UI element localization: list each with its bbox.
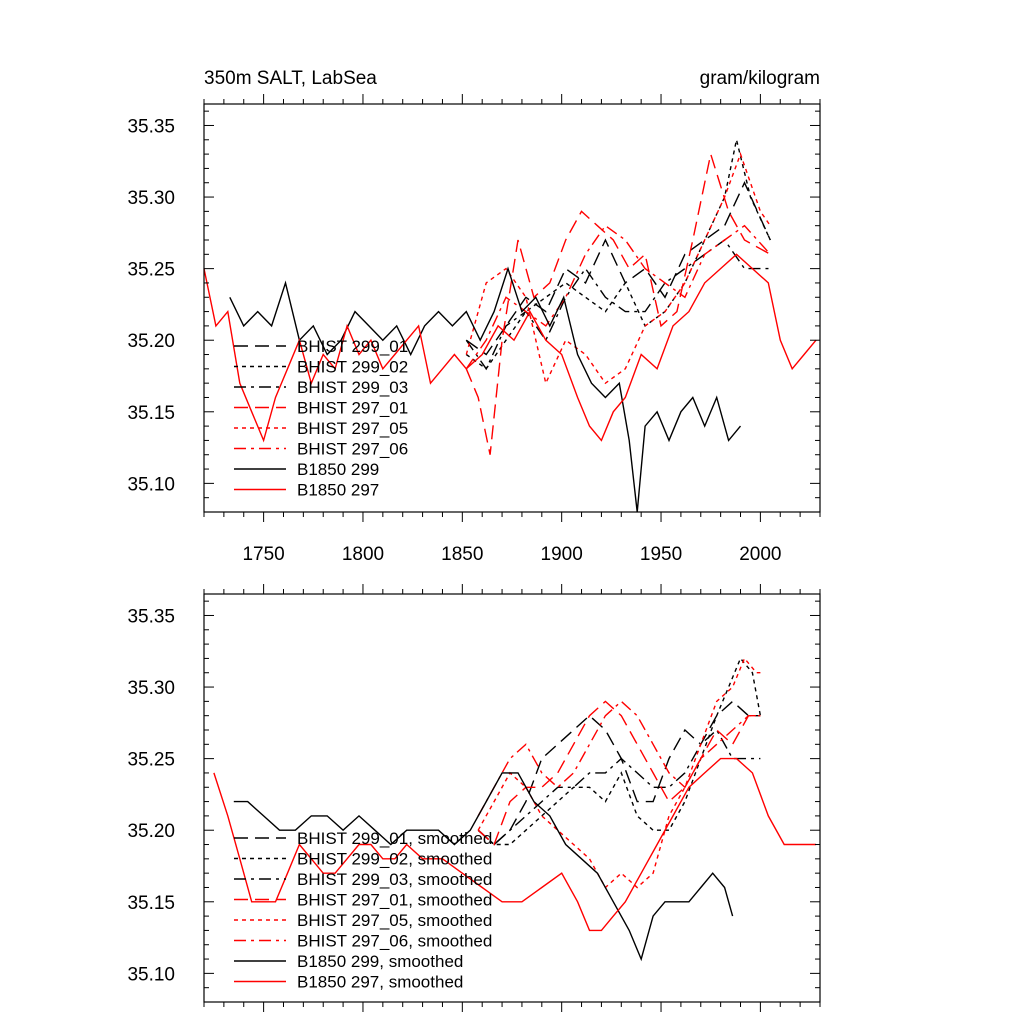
plot-title: 350m SALT, LabSea: [204, 68, 377, 89]
legend-entry-1: BHIST 299_02, smoothed: [297, 850, 492, 869]
y-tick-label: 35.10: [127, 474, 175, 495]
y-tick-label: 35.15: [127, 403, 175, 424]
legend-entry-2: BHIST 299_03: [297, 378, 408, 397]
top-salinity-plot: 350m SALT, LabSea gram/kilogram 35.35 35.…: [127, 68, 821, 565]
series-line-2: [465, 239, 771, 371]
y-tick-label: 35.20: [127, 821, 175, 842]
x-tick-label: 1850: [441, 544, 483, 565]
y-tick-label: 35.20: [127, 331, 175, 352]
y-tick-label: 35.10: [127, 964, 175, 985]
series-line-1: [465, 139, 771, 370]
series-line-5: [477, 700, 761, 817]
legend-entry-6: B1850 299, smoothed: [297, 952, 463, 971]
series-line-0: [477, 700, 761, 846]
y-tick-label: 35.35: [127, 606, 175, 627]
x-tick-label: 1900: [541, 544, 583, 565]
x-tick-label: 1800: [342, 544, 384, 565]
series-line-3: [477, 700, 761, 846]
legend-entry-2: BHIST 299_03, smoothed: [297, 870, 492, 889]
series-line-4: [465, 152, 771, 386]
legend-entry-4: BHIST 297_05, smoothed: [297, 911, 492, 930]
y-tick-label: 35.30: [127, 188, 175, 209]
series-line-5: [465, 224, 771, 370]
series-line-2: [477, 728, 761, 846]
y-tick-label: 35.25: [127, 260, 175, 281]
series-line-3: [465, 151, 771, 455]
y-tick-label: 35.35: [127, 116, 175, 137]
x-tick-label: 1950: [640, 544, 682, 565]
x-tick-label: 1750: [242, 544, 284, 565]
legend-entry-5: BHIST 297_06, smoothed: [297, 932, 492, 951]
series-line-6: [229, 266, 742, 513]
series-line-4: [477, 657, 761, 889]
legend-entry-1: BHIST 299_02: [297, 358, 408, 377]
series-line-7: [213, 757, 816, 932]
legend-entry-3: BHIST 297_01, smoothed: [297, 891, 492, 910]
series-line-1: [477, 657, 762, 846]
series-line-6: [233, 772, 734, 962]
plot-units: gram/kilogram: [700, 68, 820, 89]
plot-frame: [203, 103, 821, 513]
legend-entry-6: B1850 299: [297, 460, 379, 479]
legend-entry-4: BHIST 297_05: [297, 419, 408, 438]
y-tick-label: 35.15: [127, 893, 175, 914]
legend-entry-5: BHIST 297_06: [297, 440, 408, 459]
bottom-smoothed-salinity-plot: 35.35 35.30 35.25 35.20 35.15 35.10 BHIST 299_…: [127, 584, 821, 1012]
plot-frame: [203, 593, 821, 1003]
legend-entry-7: B1850 297: [297, 481, 379, 500]
x-tick-label: 2000: [739, 544, 781, 565]
legend-entry-0: BHIST 299_01: [297, 337, 408, 356]
series-line-0: [465, 181, 771, 356]
legend: BHIST 299_01, smoothed BHIST 299_02, smoo…: [234, 829, 492, 992]
series-line-7: [203, 253, 817, 443]
y-tick-label: 35.25: [127, 750, 175, 771]
legend-entry-0: BHIST 299_01, smoothed: [297, 829, 492, 848]
y-tick-label: 35.30: [127, 678, 175, 699]
legend-entry-7: B1850 297, smoothed: [297, 973, 463, 992]
legend-entry-3: BHIST 297_01: [297, 399, 408, 418]
